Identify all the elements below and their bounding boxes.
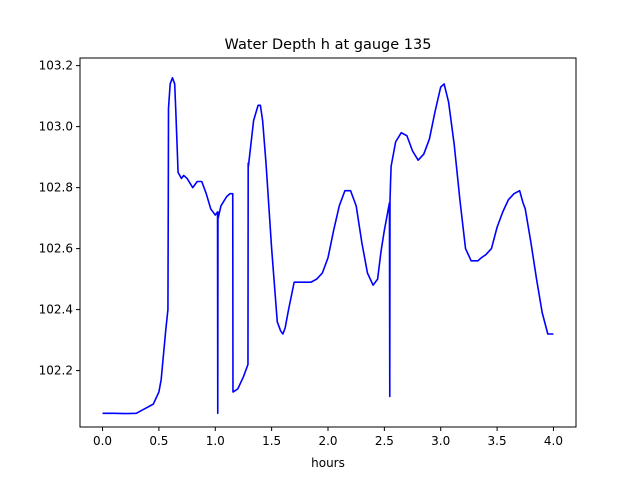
y-tick-label: 103.0 — [39, 120, 73, 134]
x-tick-label: 1.5 — [262, 434, 281, 448]
chart-title: Water Depth h at gauge 135 — [225, 37, 432, 53]
y-tick-label: 102.4 — [39, 303, 73, 317]
x-tick-label: 0.0 — [93, 434, 112, 448]
x-tick-label: 1.0 — [206, 434, 225, 448]
x-tick-label: 4.0 — [544, 434, 563, 448]
y-tick-label: 102.8 — [39, 181, 73, 195]
y-tick-label: 102.2 — [39, 364, 73, 378]
x-tick-label: 2.5 — [375, 434, 394, 448]
x-axis-label: hours — [311, 456, 345, 470]
x-tick-label: 0.5 — [149, 434, 168, 448]
x-tick-label: 3.0 — [431, 434, 450, 448]
y-tick-label: 103.2 — [39, 59, 73, 73]
y-tick-label: 102.6 — [39, 242, 73, 256]
series-line-0 — [102, 77, 554, 415]
x-axis: 0.0 0.5 1.0 1.5 2.0 2.5 3.0 3.5 4.0 — [93, 427, 563, 448]
plot-area — [102, 77, 554, 415]
y-axis: 102.2 102.4 102.6 102.8 103.0 103.2 — [39, 59, 80, 378]
x-tick-label: 3.5 — [488, 434, 507, 448]
x-tick-label: 2.0 — [318, 434, 337, 448]
